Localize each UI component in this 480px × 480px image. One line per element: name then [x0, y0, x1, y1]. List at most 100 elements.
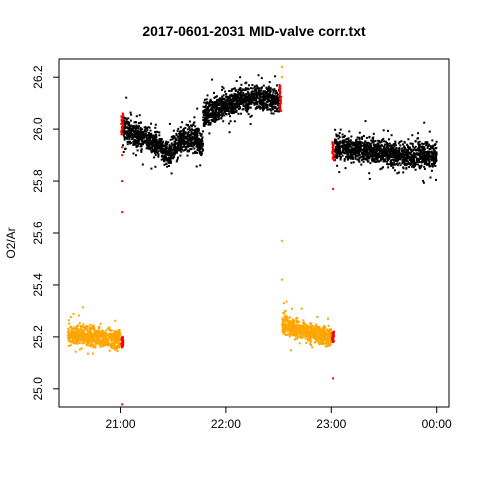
black-point [432, 144, 435, 147]
black-point [138, 131, 141, 134]
x-tick-label: 22:00 [211, 417, 241, 431]
black-point [235, 93, 238, 96]
black-point [256, 91, 259, 94]
orange-point [107, 333, 110, 336]
black-point [274, 92, 277, 95]
orange-point [306, 336, 309, 339]
orange-point [302, 333, 305, 336]
orange-point [119, 332, 122, 335]
black-point [366, 155, 369, 158]
black-point [274, 103, 277, 105]
orange-point [289, 328, 291, 331]
black-point [409, 162, 411, 165]
black-point [390, 159, 393, 162]
orange-point [299, 324, 302, 327]
black-point [198, 141, 201, 144]
black-point [134, 121, 137, 124]
black-point [176, 148, 179, 151]
orange-point [292, 329, 295, 332]
black-point [268, 92, 271, 95]
black-point [251, 96, 254, 98]
black-point [417, 132, 419, 135]
black-point [398, 140, 401, 143]
black-point [185, 142, 188, 145]
black-point [406, 144, 409, 147]
orange-point [281, 324, 284, 326]
black-point [355, 139, 357, 142]
black-point [168, 144, 171, 147]
black-point [227, 110, 230, 113]
black-point [215, 116, 218, 119]
black-point [207, 102, 210, 105]
black-point [244, 98, 247, 101]
orange-point [109, 329, 112, 332]
orange-point [94, 330, 97, 333]
black-point [202, 116, 205, 119]
black-point [347, 137, 350, 140]
black-point [218, 103, 221, 106]
black-point [160, 139, 162, 142]
black-point [175, 139, 178, 141]
black-point [387, 154, 390, 157]
black-point [388, 138, 390, 141]
orange-point [78, 333, 81, 336]
black-point [365, 150, 368, 153]
black-point [247, 107, 250, 109]
orange-point [283, 332, 285, 335]
black-point [172, 135, 175, 138]
black-point [394, 140, 397, 143]
orange-point [292, 326, 294, 329]
orange-point [67, 337, 70, 339]
black-point [417, 147, 420, 150]
black-point [379, 168, 382, 171]
black-point [363, 153, 366, 156]
black-point [200, 138, 203, 141]
black-point [417, 137, 420, 140]
black-point [419, 157, 422, 160]
black-point [364, 151, 367, 154]
black-point [373, 154, 376, 156]
black-point [277, 93, 280, 96]
orange-point [306, 324, 309, 327]
black-point [352, 148, 355, 151]
black-point [193, 121, 196, 124]
black-point [172, 157, 175, 160]
black-point [187, 135, 190, 138]
black-point [210, 119, 213, 122]
black-point [138, 142, 141, 145]
black-point [357, 151, 360, 154]
black-point [138, 125, 140, 128]
black-point [253, 85, 256, 88]
orange-point [74, 337, 76, 340]
black-point [154, 126, 157, 129]
x-axis: 21:00 22:00 23:00 00:00 [105, 407, 452, 431]
black-point [368, 145, 371, 148]
black-point [377, 145, 380, 148]
orange-point [288, 334, 291, 337]
black-point [207, 123, 210, 126]
black-point [374, 140, 377, 142]
black-point [430, 169, 433, 172]
black-point [151, 147, 154, 149]
black-point [379, 145, 382, 148]
orange-point [314, 340, 317, 343]
orange-point [316, 329, 319, 332]
orange-point [324, 333, 327, 336]
black-point [222, 87, 225, 90]
black-point [173, 145, 176, 148]
black-point [161, 141, 164, 144]
black-point [427, 145, 429, 148]
black-point [220, 108, 223, 111]
black-point [203, 121, 206, 124]
black-point [156, 142, 159, 145]
orange-point [75, 335, 78, 338]
black-point [433, 151, 436, 154]
black-point [123, 116, 126, 119]
black-point [149, 135, 152, 138]
black-point [262, 90, 265, 93]
black-point [190, 124, 192, 127]
black-point [435, 151, 438, 154]
orange-point [310, 327, 313, 330]
black-point [348, 145, 351, 148]
black-point [138, 114, 141, 117]
